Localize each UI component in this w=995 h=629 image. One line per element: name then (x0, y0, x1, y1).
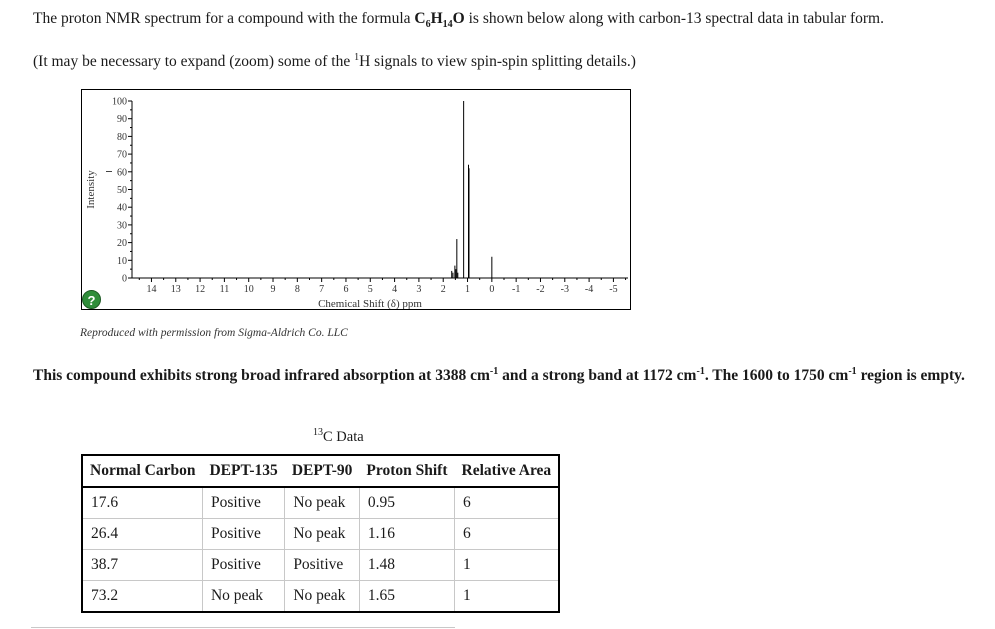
zoom-note-superscript: 1 (354, 52, 360, 63)
intro-text-part2: is shown below along with carbon-13 spec… (464, 10, 884, 27)
cell-relative-area: 6 (454, 486, 560, 519)
cell-proton-shift: 1.65 (358, 580, 455, 612)
y-tick-label: 70 (117, 150, 127, 161)
y-tick-label: 20 (117, 238, 127, 249)
col-dept-135: DEPT-135 (202, 455, 285, 488)
cell-relative-area: 1 (454, 549, 560, 581)
cell-relative-area: 1 (454, 580, 560, 612)
c13-table-title: 13C Data (313, 427, 364, 446)
table-row: 73.2 No peak No peak 1.65 1 (82, 580, 560, 612)
spectrum-credit: Reproduced with permission from Sigma-Al… (80, 327, 348, 339)
y-tick-label: 50 (117, 185, 127, 196)
x-tick-label: -3 (561, 284, 569, 295)
x-tick-label: -4 (585, 284, 593, 295)
y-axis-label: Intensity (85, 170, 97, 209)
x-tick-label: -5 (609, 284, 617, 295)
cell-dept-90: No peak (284, 580, 360, 612)
zoom-note: (It may be necessary to expand (zoom) so… (33, 52, 636, 71)
c13-title-superscript: 13 (313, 427, 323, 438)
formula-c-count: 6 (425, 19, 431, 31)
ir-text-a: This compound exhibits strong broad infr… (33, 367, 490, 385)
zoom-note-part1: (It may be necessary to expand (zoom) so… (33, 53, 355, 71)
x-tick-label: 11 (220, 284, 230, 295)
table-row: 26.4 Positive No peak 1.16 6 (82, 518, 560, 550)
cell-dept-90: No peak (284, 486, 360, 519)
help-icon[interactable]: ? (82, 290, 101, 309)
ir-sup-c: -1 (848, 366, 857, 377)
cell-relative-area: 6 (454, 518, 560, 550)
y-tick-label: 10 (117, 256, 127, 267)
formula-h-count: 14 (442, 19, 453, 31)
col-proton-shift: Proton Shift (359, 455, 455, 488)
cell-proton-shift: 1.16 (358, 518, 455, 550)
c13-data-table: Normal Carbon DEPT-135 DEPT-90 Proton Sh… (81, 454, 561, 613)
cell-proton-shift: 1.48 (358, 549, 455, 581)
x-tick-label: 0 (489, 284, 494, 295)
formula-o: O (452, 10, 465, 27)
cell-dept-135: Positive (201, 549, 285, 581)
table-row: 38.7 Positive Positive 1.48 1 (82, 549, 560, 581)
x-axis-label: Chemical Shift (δ) ppm (318, 298, 422, 309)
x-tick-label: 12 (195, 284, 205, 295)
col-dept-90: DEPT-90 (284, 455, 360, 488)
x-tick-label: -1 (512, 284, 520, 295)
formula-h: H (430, 10, 443, 27)
y-tick-label: 90 (117, 114, 127, 125)
x-tick-label: 10 (244, 284, 254, 295)
ir-sup-a: -1 (489, 366, 499, 377)
y-tick-label: 100 (112, 97, 127, 108)
x-tick-label: 4 (392, 284, 397, 295)
cell-normal-carbon: 17.6 (82, 486, 203, 519)
cell-dept-135: Positive (201, 486, 285, 519)
col-normal-carbon: Normal Carbon (82, 455, 203, 488)
ir-text-d: region is empty. (856, 367, 965, 385)
cell-dept-135: No peak (201, 580, 285, 612)
table-row: 17.6 Positive No peak 0.95 6 (82, 486, 560, 519)
ir-sup-b: -1 (696, 366, 705, 377)
x-tick-label: 9 (271, 284, 276, 295)
cell-normal-carbon: 38.7 (82, 549, 203, 581)
x-tick-label: 14 (146, 284, 156, 295)
ir-text-c: . The 1600 to 1750 cm (704, 367, 849, 385)
table-header-row: Normal Carbon DEPT-135 DEPT-90 Proton Sh… (82, 455, 560, 488)
x-tick-label: 6 (343, 284, 348, 295)
cell-dept-135: Positive (201, 518, 285, 550)
cell-proton-shift: 0.95 (358, 486, 455, 519)
ir-description: This compound exhibits strong broad infr… (33, 361, 988, 386)
bottom-divider (31, 627, 455, 628)
ir-text-b: and a strong band at 1172 cm (498, 367, 697, 385)
y-tick-label: 30 (117, 220, 127, 231)
y-tick-label: 0 (122, 274, 127, 285)
y-tick-label: 60 (117, 167, 127, 178)
x-tick-label: 1 (465, 284, 470, 295)
intro-text-part1: The proton NMR spectrum for a compound w… (33, 10, 415, 27)
x-tick-label: 13 (171, 284, 181, 295)
y-tick-label: 40 (117, 203, 127, 214)
cell-dept-90: No peak (284, 518, 360, 550)
y-tick-label: 80 (117, 132, 127, 143)
x-tick-label: 7 (319, 284, 324, 295)
x-tick-label: 2 (441, 284, 446, 295)
col-relative-area: Relative Area (454, 455, 560, 488)
cell-dept-90: Positive (284, 549, 360, 581)
formula-c: C (414, 10, 426, 27)
c13-title-text: C Data (323, 428, 364, 445)
x-tick-label: -2 (536, 284, 544, 295)
cell-normal-carbon: 73.2 (82, 580, 203, 612)
cell-normal-carbon: 26.4 (82, 518, 203, 550)
nmr-spectrum-chart[interactable]: 0 10 20 30 40 50 60 70 80 90 100 14 13 12 11 10 9 8 7 6 5 4 3 2… (81, 89, 631, 310)
x-tick-label: 3 (416, 284, 421, 295)
x-tick-label: 8 (295, 284, 300, 295)
intro-text: The proton NMR spectrum for a compound w… (33, 10, 884, 30)
zoom-note-part2: H signals to view spin-spin splitting de… (359, 53, 636, 71)
molecular-formula: C6H14O (414, 10, 465, 31)
x-tick-label: 5 (368, 284, 373, 295)
